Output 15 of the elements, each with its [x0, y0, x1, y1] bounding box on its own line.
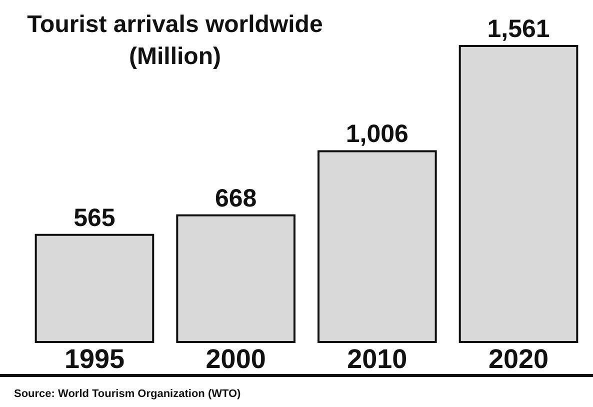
- bar: [318, 150, 437, 343]
- chart-subtitle: (Million): [129, 43, 221, 70]
- bar: [458, 45, 578, 343]
- source-note: Source: World Tourism Organization (WTO): [14, 388, 242, 400]
- chart-title: Tourist arrivals worldwide: [27, 11, 323, 38]
- data-label: 565: [74, 204, 116, 232]
- x-tick-label: 2000: [206, 344, 266, 374]
- data-label: 1,561: [487, 15, 550, 43]
- bar: [176, 214, 296, 343]
- data-label: 668: [214, 184, 257, 212]
- x-tick-label: 2020: [488, 344, 549, 374]
- data-label: 1,006: [346, 120, 408, 148]
- x-tick-label: 1995: [64, 344, 125, 374]
- bar: [34, 234, 154, 343]
- x-tick-label: 2010: [347, 344, 408, 374]
